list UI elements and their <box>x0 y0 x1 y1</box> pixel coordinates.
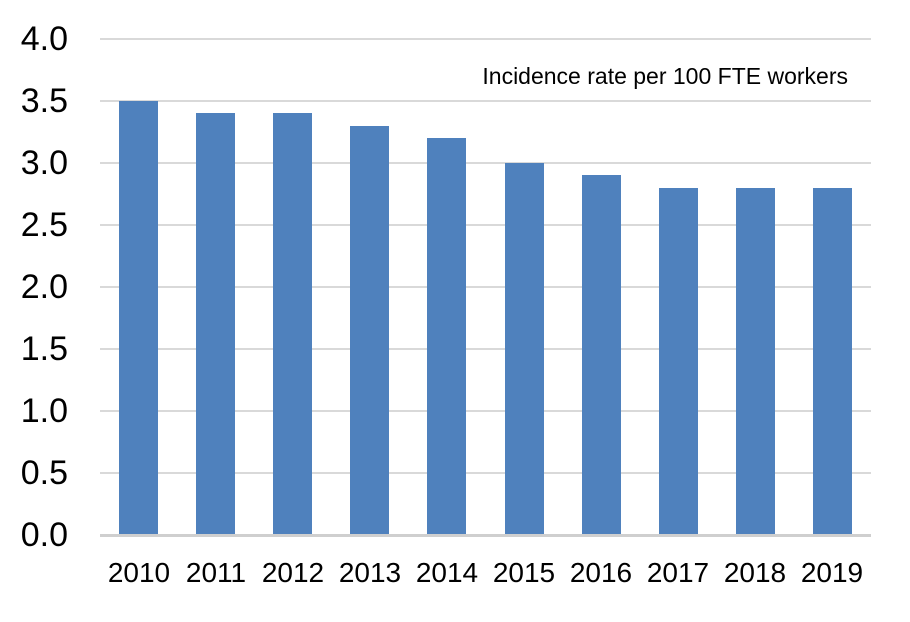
y-tick-label-0.0: 0.0 <box>20 516 68 554</box>
bar-2013 <box>350 126 389 535</box>
x-tick-label-2010: 2010 <box>107 557 171 588</box>
y-tick-label-2.5: 2.5 <box>20 206 68 244</box>
gridline-3.5 <box>100 100 871 102</box>
x-tick-label-2011: 2011 <box>185 557 247 588</box>
x-tick-label-2017: 2017 <box>646 557 710 588</box>
bar-2018 <box>736 188 775 535</box>
x-tick-label-2016: 2016 <box>569 557 633 588</box>
gridline-4.0 <box>100 38 871 40</box>
gridline-1.5 <box>100 348 871 350</box>
y-tick-label-4.0: 4.0 <box>20 20 68 58</box>
gridline-2.0 <box>100 286 871 288</box>
y-tick-label-1.0: 1.0 <box>20 392 68 430</box>
y-tick-label-3.0: 3.0 <box>20 144 68 182</box>
bar-2011 <box>196 113 235 535</box>
x-tick-label-2018: 2018 <box>723 557 787 588</box>
y-tick-label-3.5: 3.5 <box>20 82 68 120</box>
x-tick-label-2019: 2019 <box>800 557 864 588</box>
gridline-0.5 <box>100 472 871 474</box>
gridline-1.0 <box>100 410 871 412</box>
x-tick-label-2014: 2014 <box>415 557 479 588</box>
bar-2012 <box>273 113 312 535</box>
x-tick-label-2013: 2013 <box>338 557 402 588</box>
x-axis-line <box>100 534 871 537</box>
bar-2019 <box>813 188 852 535</box>
x-tick-label-2015: 2015 <box>492 557 556 588</box>
x-tick-label-2012: 2012 <box>261 557 325 588</box>
y-tick-label-0.5: 0.5 <box>20 454 68 492</box>
bar-2010 <box>119 101 158 535</box>
bar-2014 <box>427 138 466 535</box>
y-tick-label-2.0: 2.0 <box>20 268 68 306</box>
bar-2015 <box>505 163 544 535</box>
bar-2016 <box>582 175 621 535</box>
chart-annotation: Incidence rate per 100 FTE workers <box>482 63 848 89</box>
bar-2017 <box>659 188 698 535</box>
y-tick-label-1.5: 1.5 <box>20 330 68 368</box>
gridline-3.0 <box>100 162 871 164</box>
gridline-2.5 <box>100 224 871 226</box>
